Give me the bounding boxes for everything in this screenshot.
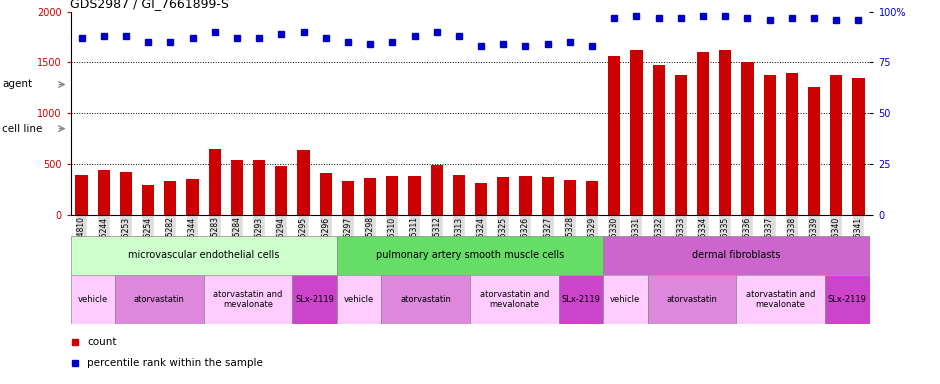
Bar bbox=[164, 182, 177, 215]
Bar bbox=[453, 175, 465, 215]
Bar bbox=[386, 176, 399, 215]
Bar bbox=[231, 160, 243, 215]
Bar bbox=[204, 275, 292, 324]
Bar bbox=[408, 176, 420, 215]
Text: atorvastatin and
mevalonate: atorvastatin and mevalonate bbox=[479, 290, 549, 309]
Text: SLx-2119: SLx-2119 bbox=[295, 295, 334, 304]
Bar bbox=[98, 170, 110, 215]
Text: agent: agent bbox=[2, 79, 32, 89]
Bar bbox=[830, 74, 842, 215]
Text: vehicle: vehicle bbox=[78, 295, 108, 304]
Bar bbox=[120, 172, 133, 215]
Bar bbox=[470, 275, 558, 324]
Bar bbox=[70, 236, 337, 275]
Text: SLx-2119: SLx-2119 bbox=[828, 295, 867, 304]
Bar bbox=[209, 149, 221, 215]
Text: atorvastatin: atorvastatin bbox=[400, 295, 451, 304]
Bar bbox=[382, 275, 470, 324]
Bar bbox=[253, 160, 265, 215]
Text: atorvastatin: atorvastatin bbox=[666, 295, 717, 304]
Bar bbox=[586, 182, 598, 215]
Bar bbox=[719, 50, 731, 215]
Bar bbox=[320, 173, 332, 215]
Bar bbox=[70, 275, 115, 324]
Bar bbox=[742, 62, 754, 215]
Text: vehicle: vehicle bbox=[344, 295, 374, 304]
Bar bbox=[297, 150, 309, 215]
Bar bbox=[807, 87, 820, 215]
Text: GDS2987 / GI_7661899-S: GDS2987 / GI_7661899-S bbox=[70, 0, 229, 10]
Bar bbox=[697, 52, 709, 215]
Bar bbox=[564, 180, 576, 215]
Text: vehicle: vehicle bbox=[610, 295, 640, 304]
Text: SLx-2119: SLx-2119 bbox=[561, 295, 601, 304]
Text: pulmonary artery smooth muscle cells: pulmonary artery smooth muscle cells bbox=[376, 250, 564, 260]
Bar bbox=[736, 275, 825, 324]
Text: atorvastatin and
mevalonate: atorvastatin and mevalonate bbox=[213, 290, 283, 309]
Bar bbox=[364, 179, 376, 215]
Bar bbox=[475, 184, 487, 215]
Bar bbox=[608, 56, 620, 215]
Bar bbox=[541, 177, 554, 215]
Bar bbox=[115, 275, 204, 324]
Bar bbox=[648, 275, 736, 324]
Text: microvascular endothelial cells: microvascular endothelial cells bbox=[128, 250, 279, 260]
Bar bbox=[652, 65, 665, 215]
Bar bbox=[292, 275, 337, 324]
Text: atorvastatin: atorvastatin bbox=[133, 295, 185, 304]
Bar bbox=[337, 236, 603, 275]
Bar bbox=[520, 176, 532, 215]
Bar bbox=[603, 275, 648, 324]
Bar bbox=[675, 74, 687, 215]
Bar bbox=[275, 166, 288, 215]
Bar bbox=[431, 165, 443, 215]
Bar bbox=[142, 185, 154, 215]
Text: atorvastatin and
mevalonate: atorvastatin and mevalonate bbox=[746, 290, 815, 309]
Bar bbox=[825, 275, 870, 324]
Bar bbox=[603, 236, 870, 275]
Bar bbox=[186, 179, 198, 215]
Bar bbox=[631, 50, 643, 215]
Bar bbox=[763, 74, 776, 215]
Text: cell line: cell line bbox=[2, 124, 42, 134]
Bar bbox=[75, 175, 87, 215]
Bar bbox=[786, 73, 798, 215]
Text: percentile rank within the sample: percentile rank within the sample bbox=[86, 358, 263, 368]
Text: dermal fibroblasts: dermal fibroblasts bbox=[692, 250, 780, 260]
Text: count: count bbox=[86, 337, 117, 347]
Bar bbox=[342, 182, 354, 215]
Bar bbox=[337, 275, 382, 324]
Bar bbox=[497, 177, 509, 215]
Bar bbox=[558, 275, 603, 324]
Bar bbox=[853, 78, 865, 215]
